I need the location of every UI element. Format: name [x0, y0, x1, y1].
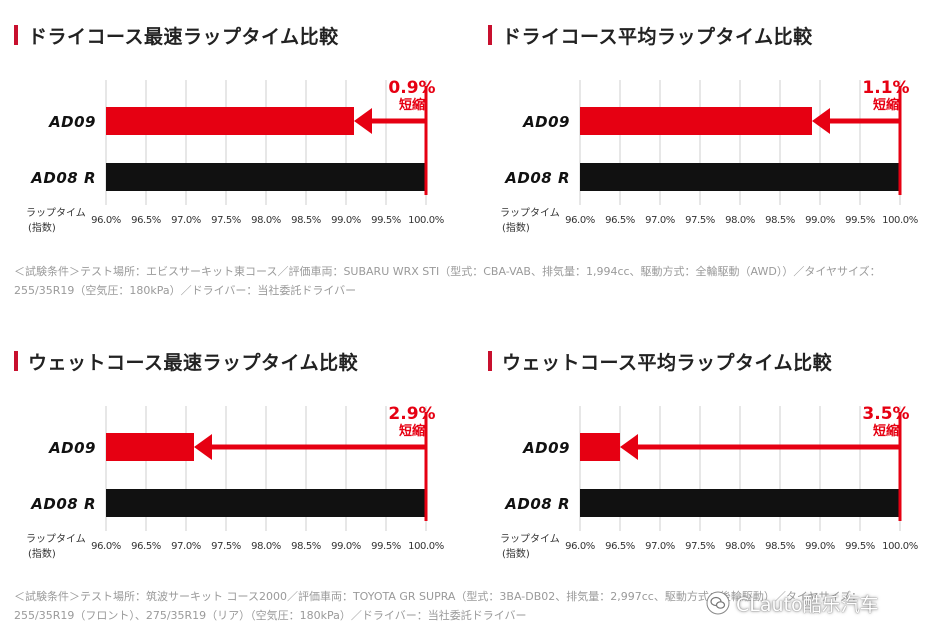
bar-ad09 — [106, 433, 194, 461]
watermark-text: CLauto酷乐汽车 — [736, 593, 879, 616]
title-accent-bar — [14, 25, 18, 45]
bar-chart: 3.5%短縮 AD09 AD08 R 96.0% 96.5% 97.0% 97.5% 98.0… — [500, 404, 918, 560]
label-ad09: AD09 — [48, 113, 96, 131]
tick-label: 97.0% — [171, 215, 201, 226]
annotation-text: 短縮 — [873, 423, 899, 439]
tick-label: 99.5% — [845, 215, 875, 226]
annotation-value: 2.9% — [388, 404, 435, 424]
label-ad08r: AD08 R — [504, 495, 570, 513]
panel-title: ウェットコース平均ラップタイム比較 — [488, 349, 833, 374]
axis-label-line2: (指数) — [502, 221, 530, 234]
tick-label: 97.0% — [645, 215, 675, 226]
bar-chart: 0.9%短縮 AD09 AD08 R 96.0% 96.5% 97.0% 97.5% 98.0… — [26, 78, 444, 234]
bar-ad08r — [580, 163, 900, 191]
panel-title-text: ウェットコース平均ラップタイム比較 — [502, 351, 833, 374]
chart-panel-wet-average: ウェットコース平均ラップタイム比較 3.5% 短縮 AD09 AD08 R 96.0% 9… — [488, 349, 928, 574]
bar-ad08r — [580, 489, 900, 517]
reduction-arrow-head — [620, 434, 638, 460]
label-ad08r: AD08 R — [504, 169, 570, 187]
tick-label: 99.5% — [845, 541, 875, 552]
label-ad08r: AD08 R — [30, 495, 96, 513]
title-accent-bar — [14, 351, 18, 371]
tick-label: 100.0% — [408, 215, 444, 226]
panel-title: ドライコース最速ラップタイム比較 — [14, 23, 339, 48]
panel-title: ウェットコース最速ラップタイム比較 — [14, 349, 359, 374]
panel-title-text: ウェットコース最速ラップタイム比較 — [28, 351, 359, 374]
tick-label: 98.0% — [725, 541, 755, 552]
axis-label-line2: (指数) — [28, 221, 56, 234]
tick-label: 96.5% — [605, 541, 635, 552]
chart-panel-dry-fastest: ドライコース最速ラップタイム比較 0.9% 短縮 AD09 AD08 R 96.0% 96… — [14, 23, 454, 248]
title-accent-bar — [488, 351, 492, 371]
axis-label-line1: ラップタイム — [500, 533, 560, 545]
tick-label: 99.0% — [805, 541, 835, 552]
test-conditions-dry: ＜試験条件＞テスト場所：エビスサーキット東コース／評価車両：SUBARU WRX… — [14, 265, 881, 297]
tick-label: 99.5% — [371, 541, 401, 552]
tick-label: 97.5% — [211, 541, 241, 552]
panel-title-text: ドライコース平均ラップタイム比較 — [502, 25, 813, 48]
panel-title: ドライコース平均ラップタイム比較 — [488, 23, 813, 48]
label-ad09: AD09 — [522, 113, 570, 131]
test-conditions-wet: ＜試験条件＞テスト場所：筑波サーキット コース2000／評価車両：TOYOTA … — [14, 590, 863, 622]
tick-label: 96.0% — [91, 541, 121, 552]
tick-label: 98.5% — [291, 541, 321, 552]
tick-label: 100.0% — [882, 215, 918, 226]
axis-label-line2: (指数) — [28, 547, 56, 560]
bar-ad09 — [580, 433, 620, 461]
tick-label: 96.0% — [565, 541, 595, 552]
tick-label: 98.5% — [765, 541, 795, 552]
title-accent-bar — [488, 25, 492, 45]
reduction-arrow-head — [812, 108, 830, 134]
tick-label: 97.5% — [211, 215, 241, 226]
tick-label: 97.5% — [685, 541, 715, 552]
tick-label: 98.0% — [251, 215, 281, 226]
bar-chart: 2.9%短縮 AD09 AD08 R 96.0% 96.5% 97.0% 97.5% 98.0… — [26, 404, 444, 560]
tick-label: 97.5% — [685, 215, 715, 226]
axis-label-line1: ラップタイム — [26, 207, 86, 219]
annotation-text: 短縮 — [399, 97, 425, 113]
tick-label: 96.5% — [131, 215, 161, 226]
label-ad09: AD09 — [48, 439, 96, 457]
tick-label: 96.5% — [131, 541, 161, 552]
reduction-arrow-head — [194, 434, 212, 460]
annotation-value: 1.1% — [862, 78, 909, 98]
tick-label: 99.0% — [331, 215, 361, 226]
chart-panel-wet-fastest: ウェットコース最速ラップタイム比較 2.9% 短縮 AD09 AD08 R 96.0% 9… — [14, 349, 454, 574]
bar-ad09 — [580, 107, 812, 135]
tick-label: 96.0% — [565, 215, 595, 226]
tick-label: 96.0% — [91, 215, 121, 226]
tick-label: 99.0% — [805, 215, 835, 226]
tick-label: 97.0% — [645, 541, 675, 552]
bar-ad09 — [106, 107, 354, 135]
tick-label: 96.5% — [605, 215, 635, 226]
tick-label: 98.0% — [725, 215, 755, 226]
axis-label-line2: (指数) — [502, 547, 530, 560]
watermark: CLauto酷乐汽车 — [706, 588, 879, 618]
bar-ad08r — [106, 163, 426, 191]
wechat-logo-icon — [706, 591, 730, 615]
panel-title-text: ドライコース最速ラップタイム比較 — [28, 25, 339, 48]
bar-chart: 1.1%短縮 AD09 AD08 R 96.0% 96.5% 97.0% 97.5% 98.0… — [500, 78, 918, 234]
annotation-value: 3.5% — [862, 404, 909, 424]
reduction-arrow-head — [354, 108, 372, 134]
axis-label-line1: ラップタイム — [26, 533, 86, 545]
tick-label: 98.0% — [251, 541, 281, 552]
tick-label: 99.5% — [371, 215, 401, 226]
tick-label: 100.0% — [882, 541, 918, 552]
tick-label: 97.0% — [171, 541, 201, 552]
tick-label: 98.5% — [765, 215, 795, 226]
axis-label-line1: ラップタイム — [500, 207, 560, 219]
label-ad09: AD09 — [522, 439, 570, 457]
tick-label: 98.5% — [291, 215, 321, 226]
chart-panel-dry-average: ドライコース平均ラップタイム比較 1.1% 短縮 AD09 AD08 R 96.0% 96… — [488, 23, 928, 248]
bar-ad08r — [106, 489, 426, 517]
annotation-text: 短縮 — [873, 97, 899, 113]
tick-label: 100.0% — [408, 541, 444, 552]
annotation-text: 短縮 — [399, 423, 425, 439]
annotation-value: 0.9% — [388, 78, 435, 98]
tick-label: 99.0% — [331, 541, 361, 552]
label-ad08r: AD08 R — [30, 169, 96, 187]
